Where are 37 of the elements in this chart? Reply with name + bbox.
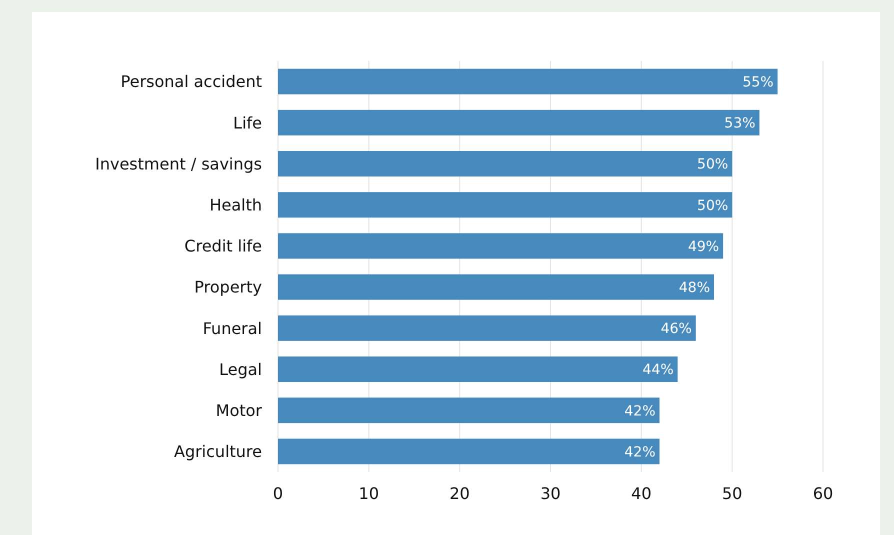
- y-tick-label: Credit life: [184, 236, 262, 256]
- y-tick-label: Health: [209, 195, 262, 214]
- x-tick-label: 60: [812, 484, 834, 503]
- y-tick-label: Personal accident: [120, 72, 262, 92]
- bar: [278, 151, 732, 176]
- data-label: 55%: [742, 74, 774, 90]
- x-tick-label: 40: [631, 484, 652, 503]
- data-label: 53%: [724, 116, 756, 132]
- data-label: 44%: [642, 362, 674, 378]
- bar: [278, 438, 660, 464]
- data-label: 50%: [697, 198, 728, 214]
- y-tick-label: Property: [194, 278, 262, 297]
- bar: [278, 274, 714, 300]
- bar: [278, 110, 760, 136]
- y-tick-label: Investment / savings: [95, 154, 262, 174]
- y-tick-label: Life: [233, 113, 262, 132]
- bar: [278, 398, 660, 424]
- x-tick-label: 30: [540, 484, 561, 503]
- x-tick-label: 20: [449, 484, 470, 503]
- y-tick-label: Funeral: [202, 318, 262, 338]
- bar: [278, 68, 778, 94]
- data-label: 50%: [697, 156, 728, 173]
- y-tick-label: Motor: [216, 400, 262, 420]
- bar: [278, 315, 696, 341]
- bar: [278, 356, 678, 382]
- x-tick-label: 0: [272, 484, 284, 503]
- bar: [278, 192, 732, 218]
- x-tick-label: 50: [722, 484, 742, 503]
- data-label: 42%: [624, 444, 656, 460]
- y-tick-label: Legal: [219, 360, 262, 379]
- y-tick-label: Agriculture: [174, 442, 262, 462]
- bar: [278, 233, 724, 259]
- data-label: 46%: [660, 321, 692, 338]
- x-tick-label: 10: [358, 484, 380, 503]
- data-label: 48%: [678, 280, 710, 296]
- data-label: 42%: [624, 403, 656, 420]
- data-label: 49%: [688, 238, 720, 255]
